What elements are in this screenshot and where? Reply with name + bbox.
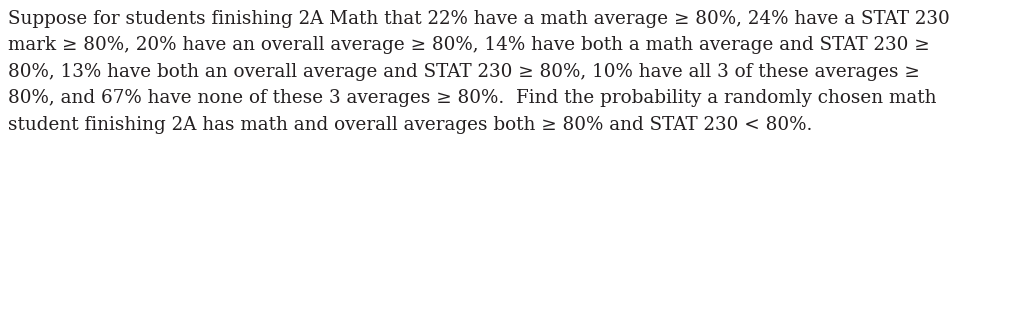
- Text: Suppose for students finishing 2A Math that 22% have a math average ≥ 80%, 24% h: Suppose for students finishing 2A Math t…: [8, 10, 950, 133]
